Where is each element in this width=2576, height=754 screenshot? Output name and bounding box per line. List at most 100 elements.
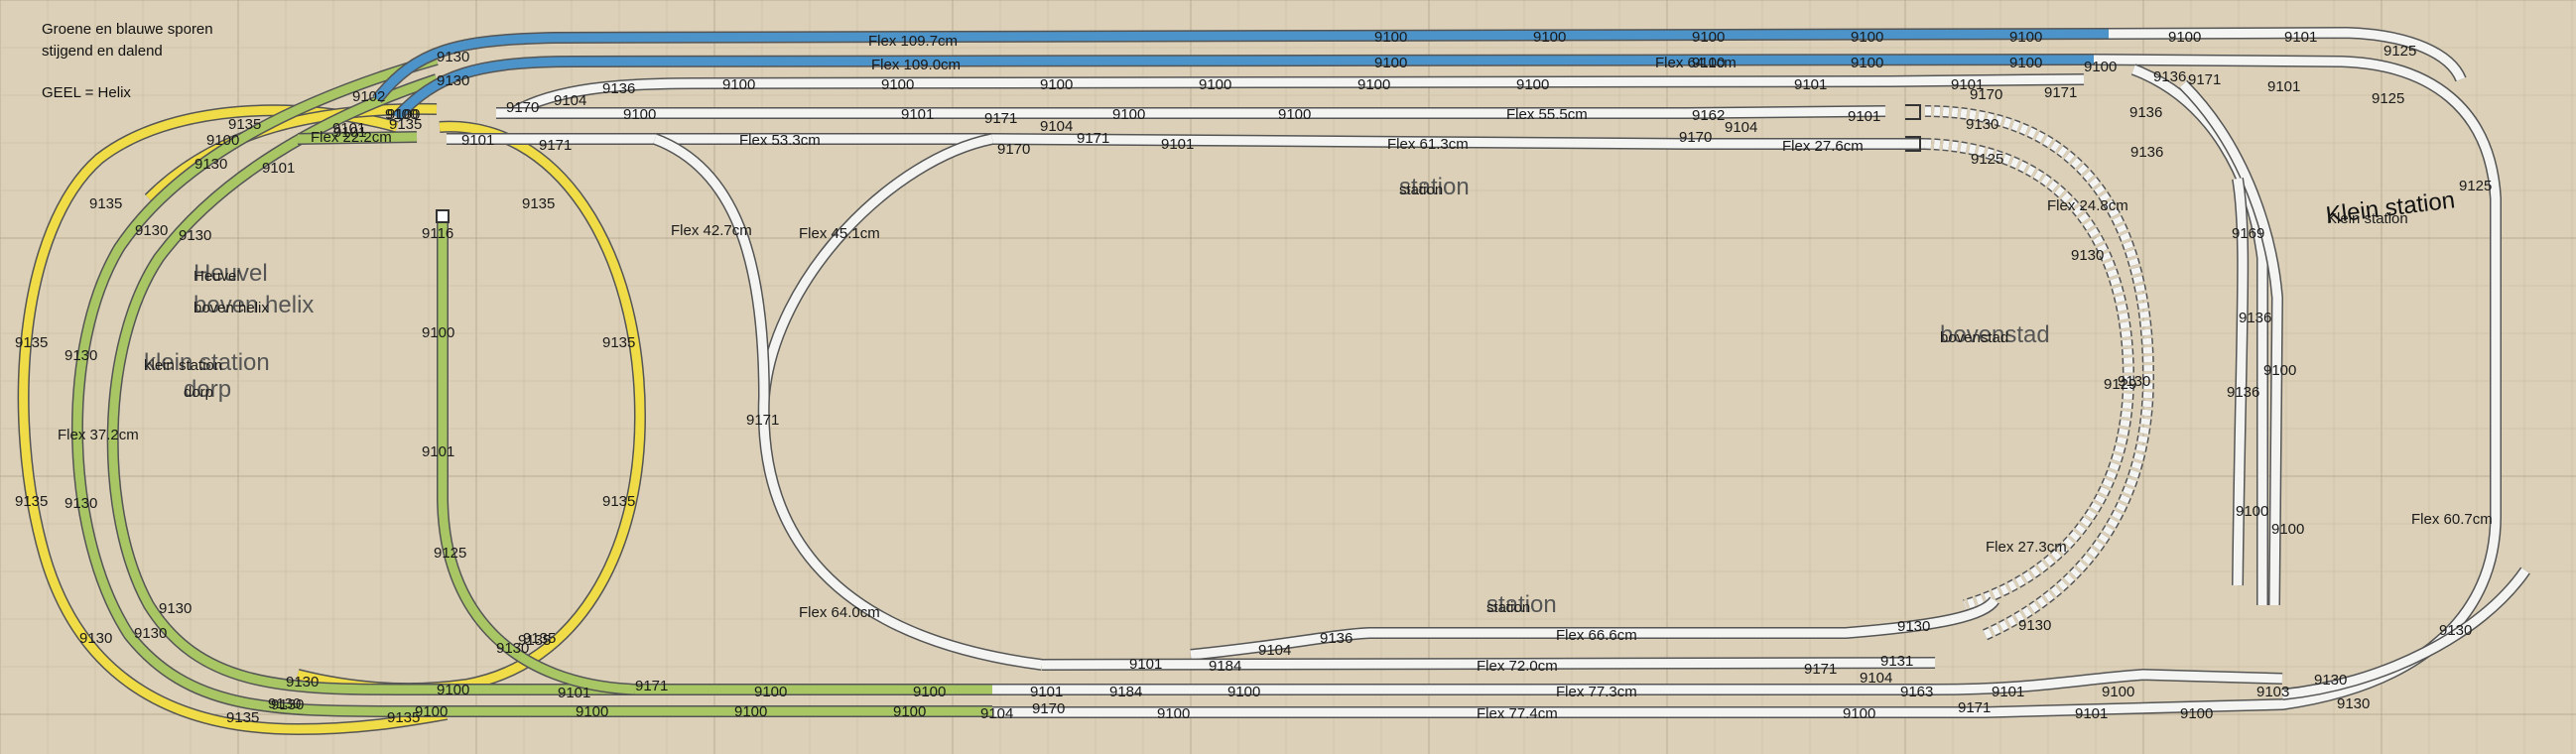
track-part-label: 9101 bbox=[901, 106, 934, 123]
track-part-label: 9100 bbox=[2009, 29, 2042, 46]
track-part-label: Flex 45.1cm bbox=[799, 225, 880, 242]
track-part-label: 9100 bbox=[2168, 29, 2201, 46]
track-part-label: 9163 bbox=[1900, 684, 1933, 700]
track-part-label: 9130 bbox=[286, 674, 319, 691]
track-part-label: 9100 bbox=[1112, 106, 1145, 123]
track-part-label: 9125 bbox=[434, 545, 466, 562]
track-part-label: 9135 bbox=[389, 116, 422, 133]
track-part-label: 9171 bbox=[539, 137, 572, 154]
track-part-label: 9100 bbox=[2084, 59, 2117, 75]
track-part-label: 9130 bbox=[271, 696, 304, 713]
track-part-label: station bbox=[1486, 599, 1530, 616]
track-part-label: 9170 bbox=[1679, 129, 1712, 146]
track-part-label: 9135 bbox=[387, 709, 420, 726]
track-part-label: 9100 bbox=[2102, 684, 2134, 700]
track-part-label: 9130 bbox=[79, 630, 112, 647]
track-part-label: 9100 bbox=[1157, 705, 1190, 722]
track-part-label: Flex 22.2cm bbox=[311, 129, 392, 146]
track-part-label: 9100 bbox=[913, 684, 946, 700]
track-part-label: 9130 bbox=[135, 222, 168, 239]
track-part-label: 9101 bbox=[2267, 78, 2300, 95]
track-part-label: 9162 bbox=[1692, 107, 1725, 124]
track-part-label: 9130 bbox=[2439, 622, 2472, 639]
track-part-label: 9170 bbox=[997, 141, 1030, 158]
track-part-label: 9101 bbox=[1161, 136, 1194, 153]
area-heuvel-1: Heuvel bbox=[193, 260, 268, 287]
legend-line-1: Groene en blauwe sporen bbox=[42, 21, 213, 38]
track-part-label: 9130 bbox=[2314, 672, 2347, 689]
track-part-label: 9100 bbox=[387, 106, 420, 123]
main-top-line-2 bbox=[992, 54, 2502, 718]
track-part-label: Flex 109.7cm bbox=[868, 33, 958, 50]
track-part-label: Flex 64.1cm bbox=[1655, 55, 1737, 71]
track-part-label: 9100 bbox=[2236, 503, 2268, 520]
track-part-label: 9101 bbox=[1794, 76, 1827, 93]
track-part-label: Klein station bbox=[2327, 210, 2408, 227]
track-part-label: 9100 bbox=[1199, 76, 1231, 93]
track-part-label: 9130 bbox=[2118, 373, 2150, 390]
track-part-label: 9100 bbox=[1851, 55, 1883, 71]
track-part-label: 9100 bbox=[1851, 29, 1883, 46]
legend-block: Groene en blauwe sporen stijgend en dale… bbox=[42, 21, 213, 101]
track-part-label: 9135 bbox=[602, 493, 635, 510]
track-part-label: 9130 bbox=[2071, 247, 2104, 264]
track-part-label: 9129 bbox=[2104, 376, 2136, 393]
track-part-label: 9125 bbox=[2372, 90, 2404, 107]
area-heuvel-2: boven helix bbox=[193, 292, 314, 318]
track-part-label: 9135 bbox=[602, 334, 635, 351]
track-part-label: 9130 bbox=[64, 495, 97, 512]
track-part-label: 9101 bbox=[1030, 684, 1063, 700]
track-part-label: 9136 bbox=[2130, 144, 2163, 161]
track-part-label: 9130 bbox=[179, 227, 211, 244]
track-part-label: 9170 bbox=[1970, 86, 2002, 103]
track-part-label: 9125 bbox=[2383, 43, 2416, 60]
track-part-label: 9101 bbox=[1848, 108, 1880, 125]
track-part-label: 9171 bbox=[2044, 84, 2077, 101]
track-part-label: 9135 bbox=[15, 493, 48, 510]
track-part-label: 9130 bbox=[2018, 617, 2051, 634]
track-part-label: 9104 bbox=[980, 705, 1013, 722]
track-part-label: 9171 bbox=[1958, 699, 1991, 716]
track-part-label: 9184 bbox=[1109, 684, 1142, 700]
track-part-label: 9171 bbox=[1077, 130, 1109, 147]
area-dorp-1: klein station bbox=[144, 349, 270, 376]
track-part-label: 9135 bbox=[228, 116, 261, 133]
track-part-label: 9100 bbox=[1040, 76, 1073, 93]
track-part-label: 9101 bbox=[2075, 705, 2108, 722]
track-part-label: bovenstad bbox=[1940, 329, 2008, 346]
track-part-label: 9130 bbox=[496, 640, 529, 657]
track-part-label: 9100 bbox=[1692, 29, 1725, 46]
legend-line-2: stijgend en dalend bbox=[42, 43, 163, 60]
track-part-label: 9100 bbox=[2263, 362, 2296, 379]
track-part-label: 9100 bbox=[623, 106, 656, 123]
track-part-label: 9100 bbox=[1357, 76, 1390, 93]
track-part-label: Flex 42.7cm bbox=[671, 222, 752, 239]
track-part-label: Flex 55.5cm bbox=[1506, 106, 1588, 123]
track-part-label: 9100 bbox=[415, 703, 448, 720]
track-part-label: 9130 bbox=[194, 156, 227, 173]
track-layer bbox=[17, 26, 2530, 736]
track-part-label: 9101 bbox=[2284, 29, 2317, 46]
track-part-label: 9136 bbox=[2153, 68, 2186, 85]
track-part-label: Heuvel bbox=[193, 268, 240, 285]
track-part-label: Flex 53.3cm bbox=[739, 132, 821, 149]
track-part-label: 9125 bbox=[1971, 151, 2003, 168]
track-part-label: 9100 bbox=[1374, 29, 1407, 46]
legend-line-3: GEEL = Helix bbox=[42, 84, 131, 101]
track-part-label: 9100 bbox=[1843, 705, 1875, 722]
buffer-stop-9116 bbox=[436, 209, 450, 223]
track-part-label: station bbox=[1399, 182, 1443, 198]
track-part-label: 9136 bbox=[2129, 104, 2162, 121]
track-part-label: 9135 bbox=[522, 195, 555, 212]
track-part-label: 9171 bbox=[984, 110, 1017, 127]
track-part-label: Flex 24.8cm bbox=[2047, 197, 2128, 214]
track-part-label: 9101 bbox=[333, 124, 366, 141]
track-part-label: 9130 bbox=[437, 72, 469, 89]
track-part-label: Flex 109.0cm bbox=[871, 57, 961, 73]
track-part-label: 9125 bbox=[2459, 178, 2492, 194]
track-part-label: 9130 bbox=[159, 600, 192, 617]
track-part-label: 9104 bbox=[1725, 119, 1757, 136]
track-part-label: 9100 bbox=[1278, 106, 1311, 123]
track-part-label: Flex 77.4cm bbox=[1477, 705, 1558, 722]
track-part-label: 9135 bbox=[89, 195, 122, 212]
